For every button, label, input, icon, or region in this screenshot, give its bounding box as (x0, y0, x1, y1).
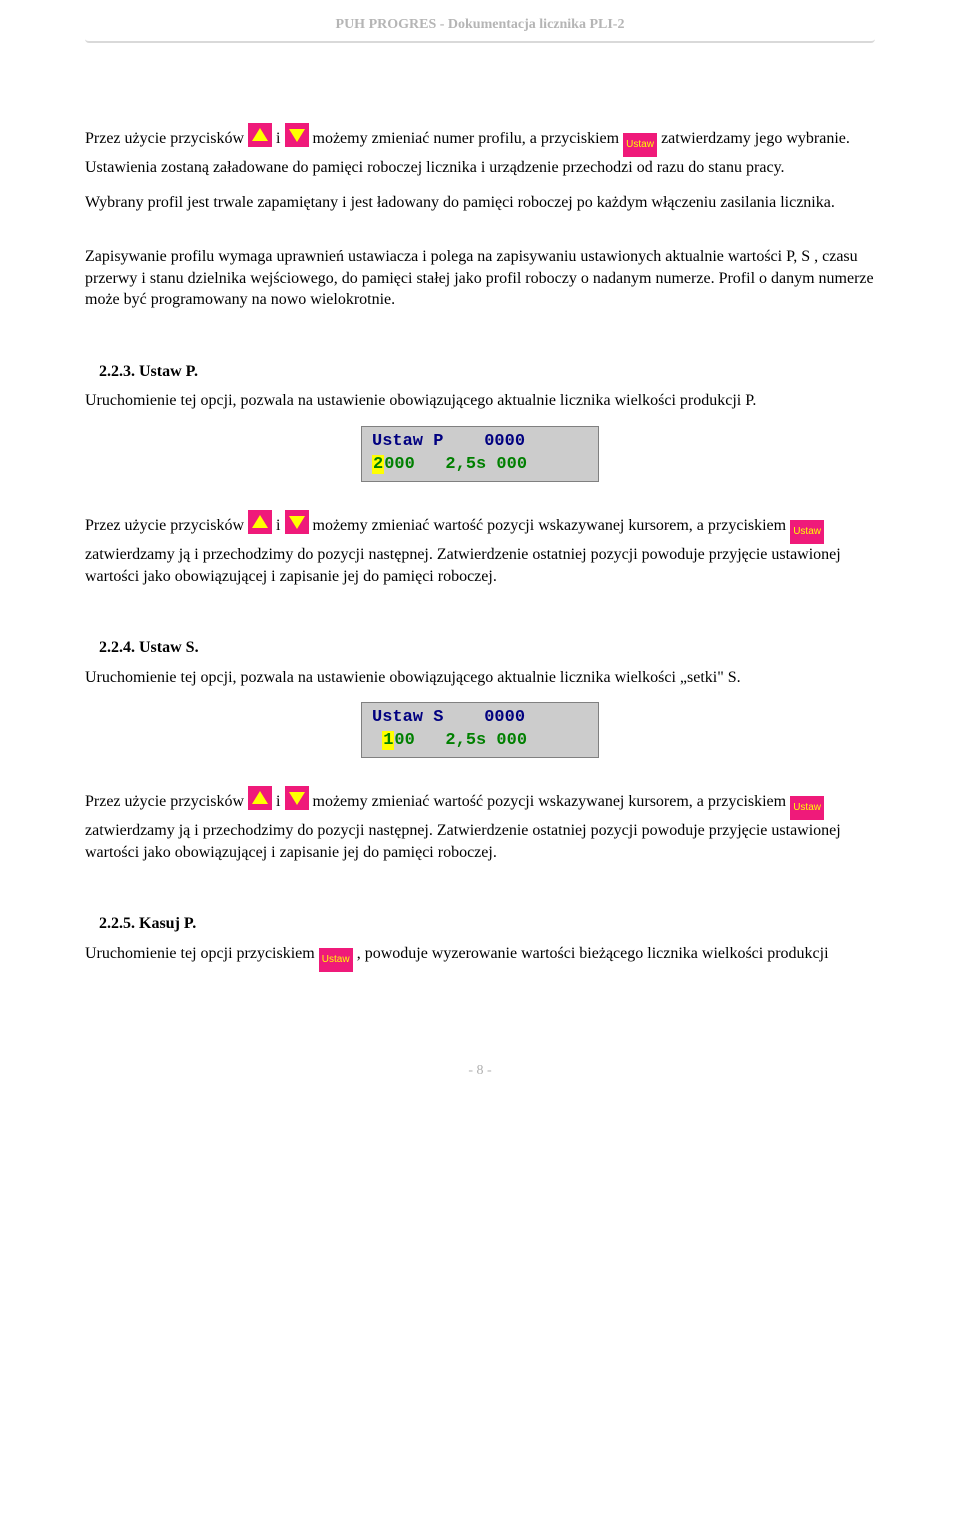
up-button-icon (248, 786, 272, 810)
down-button-icon (285, 510, 309, 534)
paragraph-223-buttons: Przez użycie przycisków i możemy zmienia… (85, 510, 875, 587)
up-button-icon (248, 123, 272, 147)
lcd-cursor: 1 (382, 731, 394, 750)
text: i (276, 130, 284, 147)
text: Przez użycie przycisków (85, 130, 248, 147)
lcd-line1: Ustaw P 0000 (372, 432, 525, 451)
ustaw-button-icon: Ustaw (623, 133, 657, 157)
text: zatwierdzamy ją i przechodzimy do pozycj… (85, 546, 841, 585)
section-title-223: 2.2.3. Ustaw P. (99, 361, 875, 383)
section-title-225: 2.2.5. Kasuj P. (99, 913, 875, 935)
section-title-224: 2.2.4. Ustaw S. (99, 637, 875, 659)
paragraph-profile-change: Przez użycie przycisków i możemy zmienia… (85, 123, 875, 179)
text: zatwierdzamy ją i przechodzimy do pozycj… (85, 822, 841, 861)
ustaw-button-icon: Ustaw (790, 796, 824, 820)
text: możemy zmieniać wartość pozycji wskazywa… (313, 517, 791, 534)
paragraph-224-buttons: Przez użycie przycisków i możemy zmienia… (85, 786, 875, 863)
down-button-icon (285, 786, 309, 810)
paragraph-225: Uruchomienie tej opcji przyciskiem Ustaw… (85, 943, 875, 972)
lcd-line2-rest: 00 2,5s 000 (394, 731, 527, 750)
text: możemy zmieniać numer profilu, a przycis… (313, 130, 624, 147)
text: Przez użycie przycisków (85, 517, 248, 534)
paragraph-224-intro: Uruchomienie tej opcji, pozwala na ustaw… (85, 667, 875, 689)
lcd-cursor: 2 (372, 455, 384, 474)
down-button-icon (285, 123, 309, 147)
text: , powoduje wyzerowanie wartości bieżąceg… (357, 945, 829, 962)
ustaw-button-icon: Ustaw (319, 948, 353, 972)
text: i (276, 793, 284, 810)
lcd-display-ustaw-p: Ustaw P 0000 2000 2,5s 000 (361, 426, 599, 482)
up-button-icon (248, 510, 272, 534)
lcd-pad (372, 731, 382, 750)
text: Przez użycie przycisków (85, 793, 248, 810)
lcd-display-ustaw-s: Ustaw S 0000 100 2,5s 000 (361, 702, 599, 758)
paragraph-223-intro: Uruchomienie tej opcji, pozwala na ustaw… (85, 390, 875, 412)
ustaw-button-icon: Ustaw (790, 520, 824, 544)
lcd-line1: Ustaw S 0000 (372, 708, 525, 727)
text: i (276, 517, 284, 534)
text: możemy zmieniać wartość pozycji wskazywa… (313, 793, 791, 810)
page-number: - 8 - (85, 1062, 875, 1081)
paragraph-profile-memory: Wybrany profil jest trwale zapamiętany i… (85, 192, 875, 214)
lcd-line2-rest: 000 2,5s 000 (384, 455, 527, 474)
text: Uruchomienie tej opcji przyciskiem (85, 945, 319, 962)
paragraph-profile-save: Zapisywanie profilu wymaga uprawnień ust… (85, 246, 875, 311)
page-header: PUH PROGRES - Dokumentacja licznika PLI-… (85, 0, 875, 43)
